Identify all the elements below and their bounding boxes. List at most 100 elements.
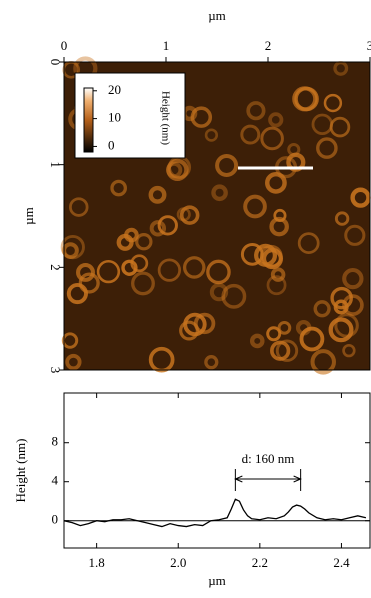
grain — [316, 137, 338, 159]
colorbar-tick-label: 20 — [108, 82, 121, 97]
grain — [157, 258, 182, 282]
grain — [69, 197, 89, 217]
x-axis-label: µm — [208, 573, 226, 588]
grain — [246, 101, 266, 121]
grain — [176, 207, 191, 222]
grain — [297, 232, 320, 254]
grain — [310, 349, 336, 375]
grain — [334, 211, 350, 226]
grain — [204, 355, 219, 370]
grain — [286, 152, 306, 172]
grain — [61, 332, 79, 349]
grain — [266, 326, 282, 342]
grain — [60, 234, 85, 260]
grain — [249, 333, 265, 349]
grain — [260, 126, 284, 151]
grain — [166, 158, 189, 182]
grain — [344, 224, 366, 246]
y-tick-label: 8 — [52, 434, 59, 449]
grain — [266, 275, 287, 296]
grain — [265, 171, 287, 194]
grain — [311, 113, 334, 136]
profile-line — [63, 498, 367, 528]
grain — [277, 320, 292, 335]
y-tick-label: 2 — [48, 264, 63, 271]
colorbar-tick-label: 0 — [108, 137, 115, 152]
grain — [342, 267, 364, 290]
grain — [76, 262, 95, 282]
grain — [182, 256, 206, 279]
grain — [206, 259, 231, 285]
grain — [135, 233, 153, 251]
frame — [63, 392, 371, 549]
x-tick-label: 2.0 — [170, 555, 186, 570]
grain — [121, 259, 138, 276]
grain — [342, 294, 364, 316]
annotation-text: d: 160 nm — [242, 451, 295, 466]
grain — [179, 205, 200, 225]
grain — [329, 116, 351, 138]
x-tick-label: 2.4 — [333, 555, 350, 570]
colorbar — [83, 87, 94, 153]
colorbar-label: Height (nm) — [159, 91, 171, 145]
x-tick-label: 0 — [61, 38, 68, 53]
afm-panel: µm µm 0 1 2 3 0 1 2 3 0 10 20 Height (nm) — [21, 8, 371, 375]
grain — [275, 339, 299, 362]
grain — [179, 320, 199, 341]
grain — [78, 272, 100, 294]
y-tick-label: 0 — [48, 59, 63, 66]
x-tick-label: 1.8 — [89, 555, 105, 570]
grain — [270, 267, 286, 282]
grain — [157, 215, 178, 236]
grain — [294, 86, 319, 112]
grain — [149, 220, 167, 237]
grain — [333, 60, 349, 76]
grain — [215, 153, 239, 177]
colorbar-tick-label: 10 — [108, 110, 121, 125]
grain — [96, 259, 121, 284]
grain — [269, 216, 289, 237]
x-tick-label: 2.2 — [252, 555, 268, 570]
grain — [209, 282, 229, 302]
x-tick-label: 3 — [367, 38, 371, 53]
x-tick-label: 2 — [265, 38, 272, 53]
grain — [183, 312, 207, 337]
x-axis-label: µm — [208, 8, 226, 23]
grain — [240, 242, 264, 266]
grain — [211, 184, 228, 202]
y-tick-label: 3 — [48, 367, 63, 374]
grain — [190, 106, 213, 128]
grain — [328, 317, 354, 343]
grain — [299, 326, 325, 352]
y-axis-label: µm — [21, 207, 36, 225]
grain — [148, 346, 175, 373]
annotation-arrow — [234, 475, 302, 483]
grain — [350, 187, 371, 208]
y-tick-label: 4 — [52, 473, 59, 488]
frame — [63, 61, 371, 371]
grain — [221, 283, 247, 309]
grain — [268, 112, 284, 128]
y-tick-label: 0 — [52, 512, 59, 527]
grain — [330, 286, 353, 310]
grain — [334, 313, 359, 338]
grain — [66, 282, 88, 305]
grain — [65, 353, 82, 371]
y-tick-label: 1 — [48, 161, 63, 168]
grain — [131, 271, 155, 296]
grain — [240, 124, 261, 145]
grain — [270, 340, 291, 361]
grain — [166, 161, 183, 179]
grain — [148, 185, 167, 204]
grain — [254, 243, 278, 267]
grain — [323, 93, 343, 113]
grain — [342, 343, 356, 358]
y-axis-label: Height (nm) — [13, 439, 28, 503]
x-tick-label: 1 — [163, 38, 170, 53]
grain — [313, 300, 331, 318]
grain — [204, 128, 219, 142]
profile-panel: 1.8 2.0 2.2 2.4 0 4 8 µm Height (nm) d: 160 nm — [13, 392, 371, 588]
grain — [116, 233, 134, 251]
grain — [243, 194, 267, 219]
